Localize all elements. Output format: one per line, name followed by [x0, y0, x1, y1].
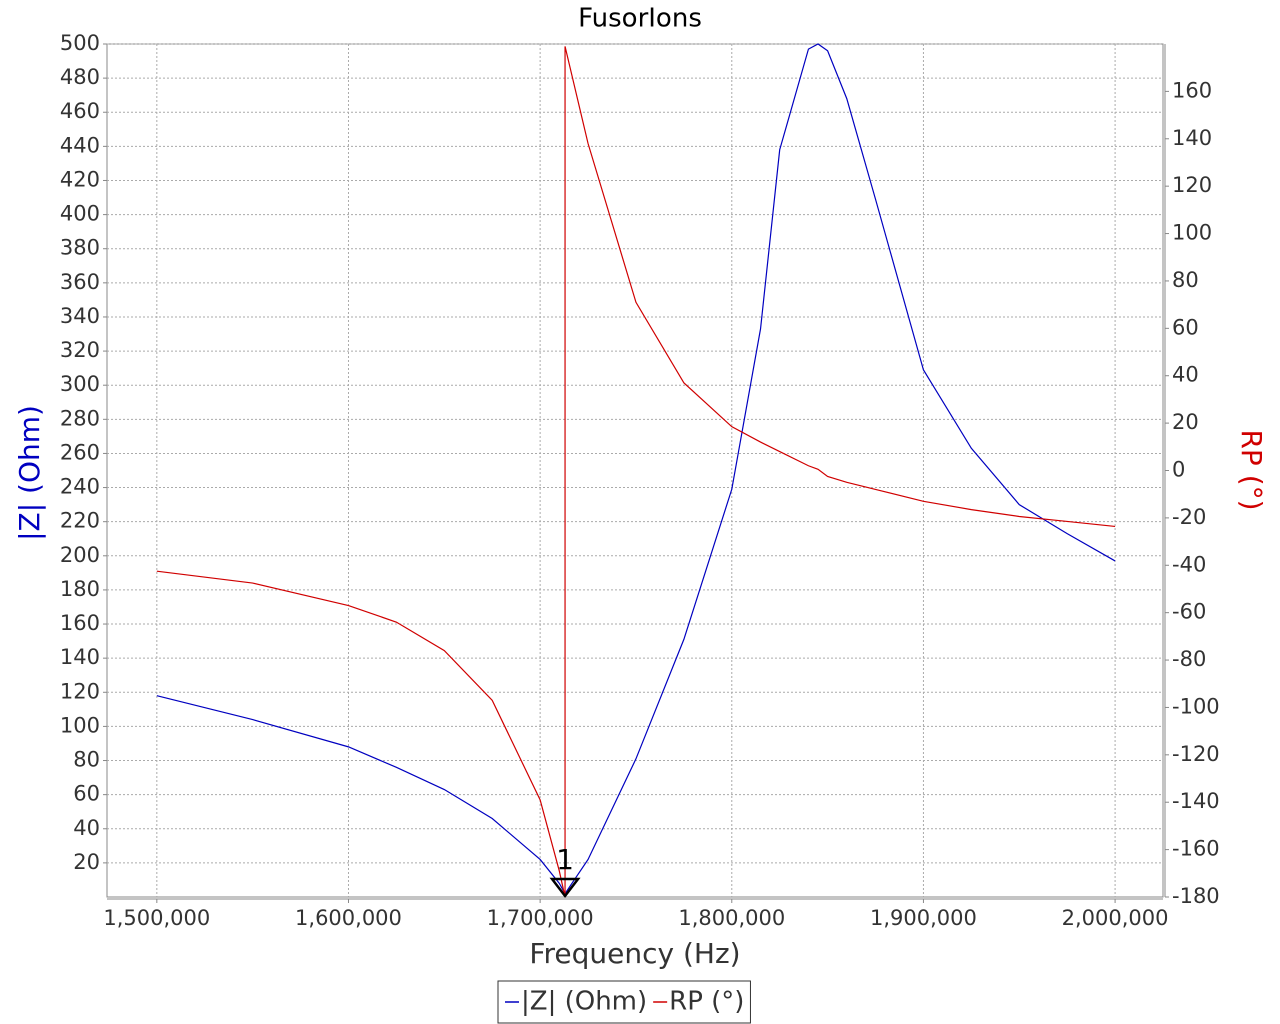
y-tick-label: 260: [60, 440, 100, 464]
y2-tick-label: 40: [1172, 363, 1199, 387]
x-tick-label: 1,900,000: [870, 906, 977, 930]
series-line: [156, 46, 1116, 898]
y-tick-label: 280: [60, 406, 100, 430]
y-tick-label: 400: [60, 202, 100, 226]
y2-tick-label: -140: [1172, 789, 1220, 813]
legend: [497, 980, 751, 1024]
y2-tick-label: -100: [1172, 694, 1220, 718]
y-tick-label: 360: [60, 270, 100, 294]
y-tick-label: 80: [73, 748, 100, 772]
y-tick-label: 240: [60, 475, 100, 499]
y-tick-label: 160: [60, 611, 100, 635]
y2-tick-label: 100: [1172, 221, 1212, 245]
y-tick-label: 380: [60, 236, 100, 260]
y2-tick-label: 160: [1172, 78, 1212, 102]
y-tick-label: 460: [60, 99, 100, 123]
y-tick-label: 420: [60, 167, 100, 191]
x-axis-label: Frequency (Hz): [529, 937, 740, 970]
y-tick-label: 440: [60, 133, 100, 157]
y-axis-label: |Z| (Ohm): [13, 405, 46, 541]
y-tick-label: 500: [60, 31, 100, 55]
y-tick-label: 60: [73, 782, 100, 806]
y2-tick-label: 80: [1172, 268, 1199, 292]
y2-tick-label: -80: [1172, 647, 1206, 671]
y-tick-label: 20: [73, 850, 100, 874]
y-tick-label: 40: [73, 816, 100, 840]
y-tick-label: 100: [60, 713, 100, 737]
y2-tick-label: -160: [1172, 837, 1220, 861]
y-tick-label: 480: [60, 65, 100, 89]
y-tick-label: 200: [60, 543, 100, 567]
y2-tick-label: -60: [1172, 600, 1206, 624]
y2-tick-label: 60: [1172, 315, 1199, 339]
y2-tick-label: 120: [1172, 173, 1212, 197]
y-tick-label: 140: [60, 645, 100, 669]
x-tick-label: 1,700,000: [487, 906, 594, 930]
y2-tick-label: 20: [1172, 410, 1199, 434]
y-tick-label: 220: [60, 509, 100, 533]
x-tick-label: 1,500,000: [103, 906, 210, 930]
y-tick-label: 340: [60, 304, 100, 328]
legend-label: |Z| (Ohm): [521, 987, 647, 1017]
x-tick-label: 2,000,000: [1062, 906, 1169, 930]
marker: [549, 877, 581, 899]
y-tick-label: 120: [60, 679, 100, 703]
y2-tick-label: 140: [1172, 126, 1212, 150]
y-tick-label: 320: [60, 338, 100, 362]
marker-label: 1: [556, 843, 574, 876]
y-tick-label: 300: [60, 372, 100, 396]
x-tick-label: 1,800,000: [678, 906, 785, 930]
plot-area: [106, 43, 1164, 898]
y2-tick-label: -20: [1172, 505, 1206, 529]
y2-tick-label: -180: [1172, 884, 1220, 908]
y-tick-label: 180: [60, 577, 100, 601]
y2-axis-label: RP (°): [1235, 429, 1268, 510]
y2-tick-label: 0: [1172, 458, 1185, 482]
x-tick-label: 1,600,000: [295, 906, 402, 930]
chart-title: FusorIons: [578, 4, 702, 34]
series-line: [156, 43, 1116, 895]
y2-tick-label: -40: [1172, 552, 1206, 576]
y2-tick-label: -120: [1172, 742, 1220, 766]
legend-label: RP (°): [669, 987, 744, 1017]
